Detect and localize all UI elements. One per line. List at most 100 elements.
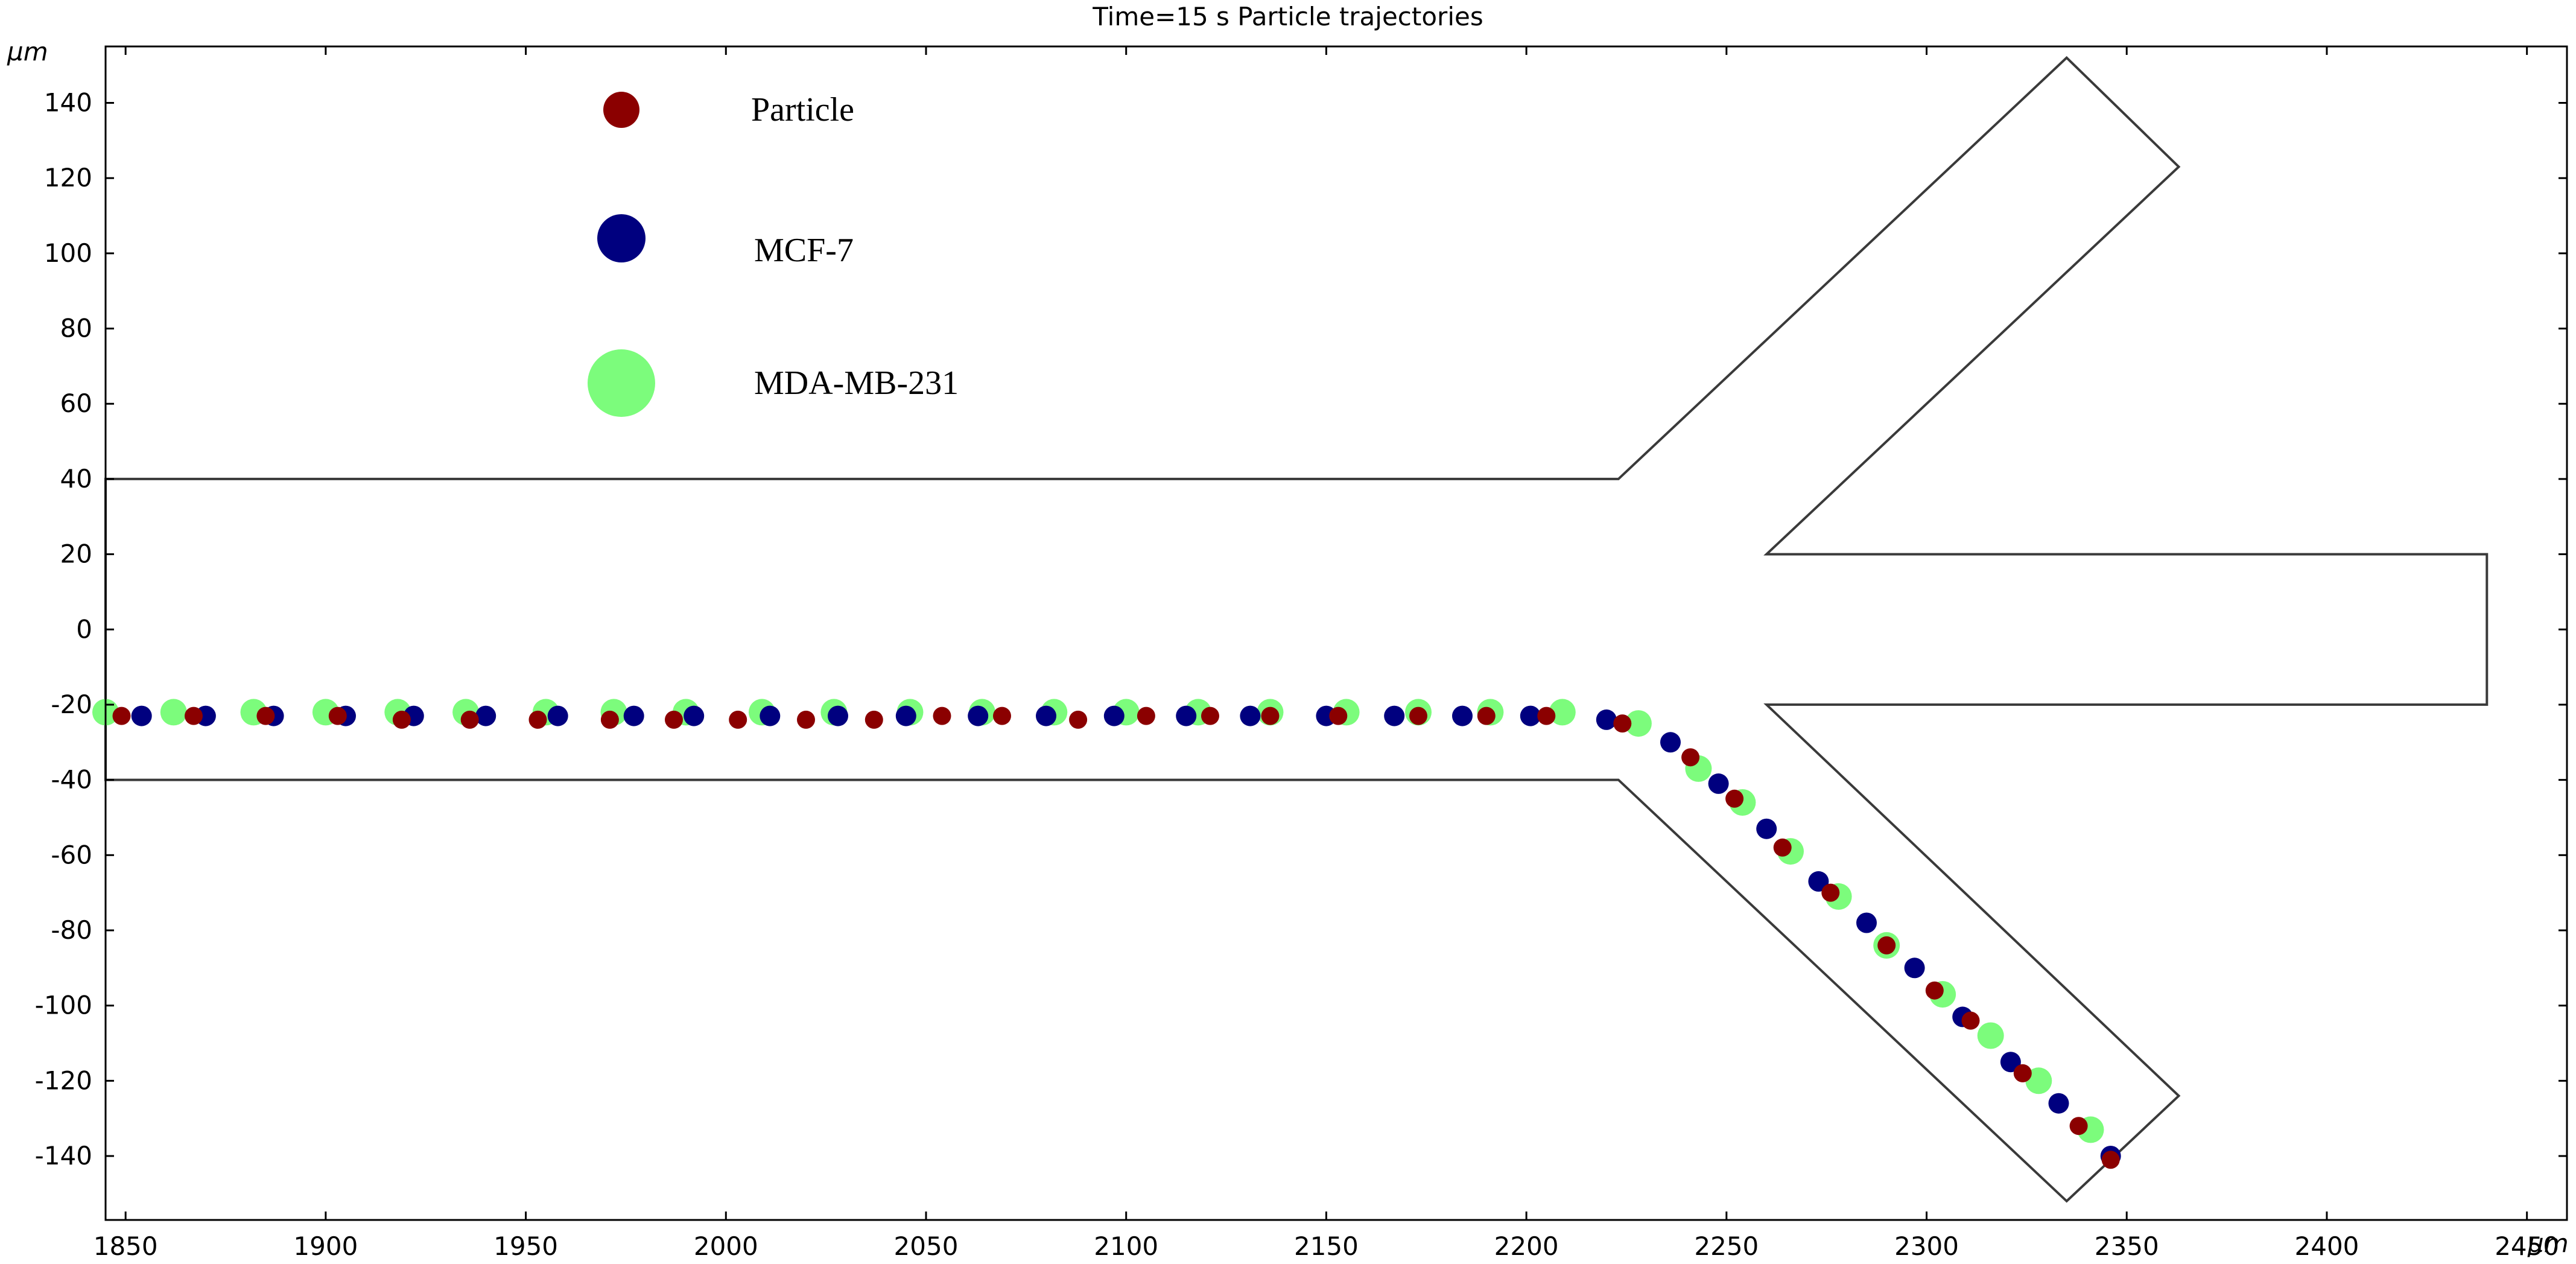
- x-axis-unit: μm: [2527, 1228, 2569, 1258]
- trajectory-point: [665, 710, 683, 729]
- trajectory-point: [392, 710, 411, 729]
- trajectory-point: [1725, 789, 1744, 808]
- legend-entry-mda-mb-231: MDA-MB-231: [588, 349, 959, 417]
- y-tick-label: 80: [60, 314, 92, 343]
- trajectory-series-group: [92, 699, 2121, 1169]
- y-tick-label: -20: [51, 690, 92, 719]
- trajectory-point: [828, 705, 848, 726]
- trajectory-point: [1808, 871, 1829, 892]
- y-tick-label: -80: [51, 915, 92, 945]
- x-tick-label: 2400: [2295, 1231, 2359, 1261]
- trajectory-point: [2000, 1052, 2021, 1073]
- legend-label: MDA-MB-231: [754, 364, 959, 402]
- trajectory-point: [993, 707, 1011, 725]
- x-tick-label: 2300: [1894, 1231, 1959, 1261]
- trajectory-point: [1681, 748, 1700, 767]
- trajectory-point: [1477, 707, 1496, 725]
- trajectory-point: [2048, 1093, 2069, 1114]
- trajectory-point: [112, 707, 131, 725]
- x-tick-label: 1900: [293, 1231, 358, 1261]
- x-tick-label: 2450: [2495, 1231, 2559, 1261]
- trajectory-point: [1201, 707, 1219, 725]
- legend-label: Particle: [751, 91, 854, 129]
- trajectory-point: [1856, 912, 1877, 933]
- legend: Particle MCF-7 MDA-MB-231: [588, 91, 959, 417]
- trajectory-point: [475, 705, 496, 726]
- trajectory-point: [2069, 1117, 2088, 1135]
- trajectory-point: [1756, 818, 1777, 839]
- x-tick-label: 2050: [894, 1231, 959, 1261]
- trajectory-point: [1103, 705, 1125, 726]
- trajectory-point: [933, 707, 951, 725]
- series-particle: [112, 707, 2120, 1169]
- trajectory-point: [1069, 710, 1088, 729]
- trajectory-point: [1596, 709, 1617, 730]
- trajectory-point: [528, 710, 547, 729]
- trajectory-point: [2101, 1151, 2120, 1169]
- x-tick-label: 2150: [1294, 1231, 1359, 1261]
- y-tick-label: 140: [44, 88, 92, 118]
- x-tick-label: 1950: [493, 1231, 558, 1261]
- legend-marker: [603, 92, 639, 128]
- trajectory-point: [2013, 1064, 2032, 1082]
- trajectory-point: [1137, 707, 1155, 725]
- trajectory-point: [1176, 705, 1197, 726]
- plot-frame: [104, 45, 2568, 1221]
- chart-title: Time=15 s Particle trajectories: [1092, 2, 1483, 31]
- trajectory-point: [160, 699, 187, 726]
- y-tick-label: 0: [76, 614, 92, 644]
- trajectory-point: [623, 705, 644, 726]
- trajectory-point: [1520, 705, 1541, 726]
- trajectory-point: [895, 705, 916, 726]
- trajectory-point: [684, 705, 705, 726]
- trajectory-point: [729, 710, 747, 729]
- trajectory-point: [328, 707, 347, 725]
- trajectory-point: [1925, 981, 1944, 1000]
- x-tick-label: 1850: [94, 1231, 158, 1261]
- trajectory-point: [1821, 883, 1840, 902]
- trajectory-point: [1549, 699, 1576, 726]
- y-tick-label: -100: [35, 991, 92, 1020]
- trajectory-point: [1961, 1011, 1980, 1030]
- trajectory-point: [1240, 705, 1261, 726]
- trajectory-point: [1773, 838, 1792, 857]
- y-tick-label: 60: [60, 389, 92, 418]
- channel-outline-group: [104, 56, 2489, 1203]
- trajectory-point: [600, 710, 619, 729]
- legend-marker: [597, 214, 646, 262]
- y-tick-label: -140: [35, 1141, 92, 1170]
- y-tick-label: -40: [51, 765, 92, 795]
- x-tick-label: 2250: [1694, 1231, 1759, 1261]
- trajectory-point: [1384, 705, 1405, 726]
- y-tick-label: 40: [60, 464, 92, 494]
- y-axis: 140 120 100 80 60 40 20 0 -20 -40 -60 -80 -100 -120 -1…: [35, 88, 2567, 1170]
- trajectory-point: [797, 710, 815, 729]
- trajectory-point: [1409, 707, 1427, 725]
- trajectory-point: [547, 705, 568, 726]
- trajectory-point: [1452, 705, 1473, 726]
- trajectory-point: [256, 707, 275, 725]
- y-tick-label: 120: [44, 163, 92, 192]
- trajectory-point: [1877, 936, 1896, 954]
- trajectory-point: [1904, 958, 1925, 979]
- trajectory-point: [1977, 1022, 2004, 1049]
- y-tick-label: -60: [51, 840, 92, 869]
- trajectory-point: [1660, 732, 1681, 753]
- trajectory-point: [1708, 773, 1729, 794]
- trajectory-point: [864, 710, 883, 729]
- trajectory-point: [1329, 707, 1348, 725]
- trajectory-point: [2025, 1067, 2052, 1094]
- channel-wall-0: [104, 56, 2489, 1203]
- trajectory-point: [185, 707, 203, 725]
- x-tick-label: 2350: [2095, 1231, 2159, 1261]
- trajectory-point: [1613, 714, 1632, 733]
- series-mda-mb-231: [92, 699, 2104, 1143]
- x-tick-label: 2200: [1494, 1231, 1559, 1261]
- trajectory-point: [1537, 707, 1556, 725]
- legend-entry-particle: Particle: [603, 91, 854, 129]
- y-tick-label: -120: [35, 1066, 92, 1095]
- x-tick-label: 2100: [1094, 1231, 1158, 1261]
- trajectory-point: [1261, 707, 1280, 725]
- y-tick-label: 100: [44, 238, 92, 268]
